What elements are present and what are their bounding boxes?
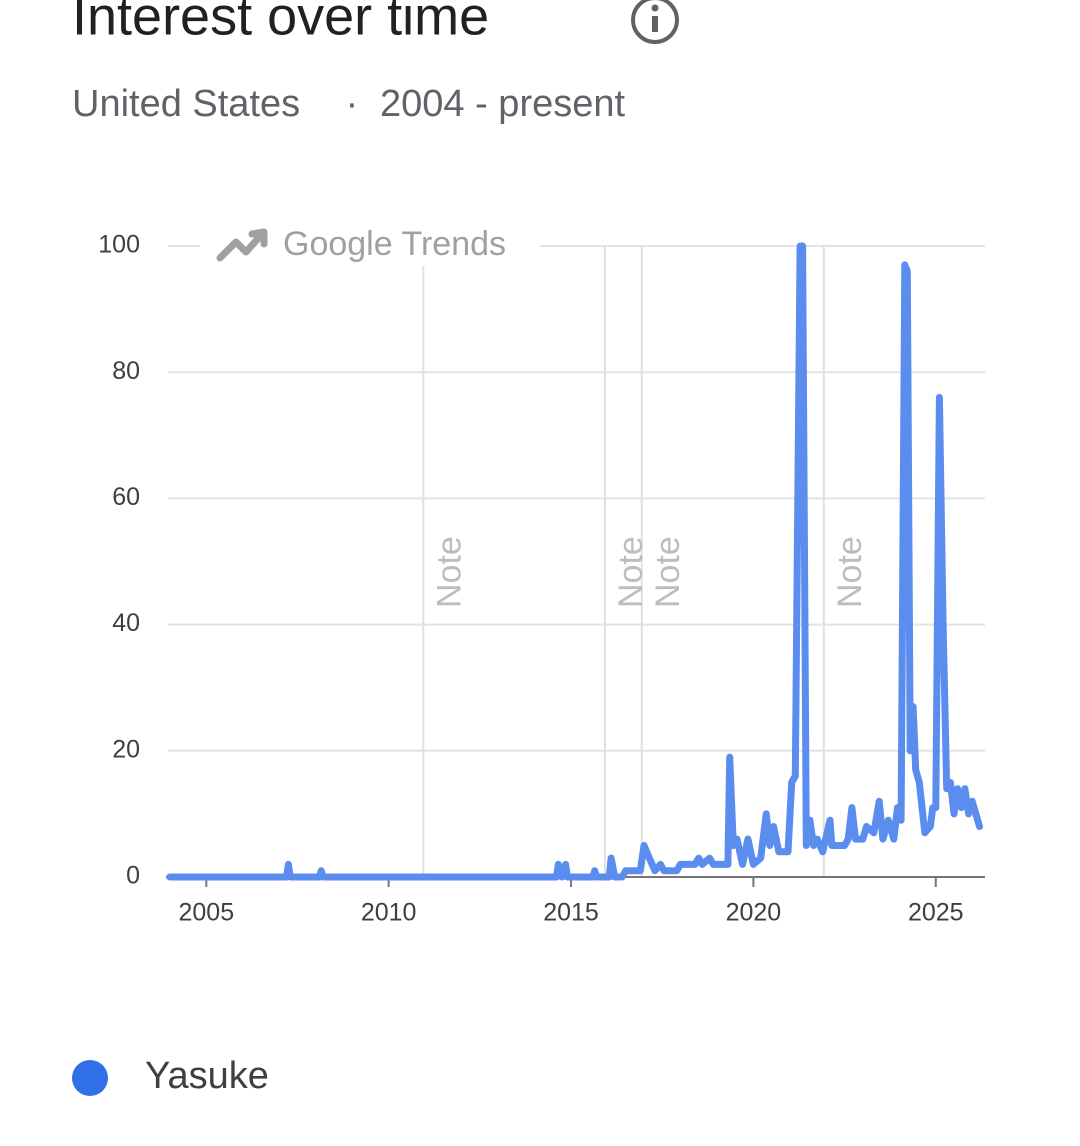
y-tick-label: 60 [112, 483, 140, 511]
y-tick-label: 0 [126, 862, 140, 890]
x-tick-label: 2005 [178, 899, 234, 927]
y-tick-label: 20 [112, 735, 140, 763]
subtitle-region: United States [72, 83, 300, 125]
subtitle-period: 2004 - present [380, 83, 625, 125]
note-label: Note [831, 536, 869, 608]
watermark: Google Trends [283, 225, 506, 263]
note-label: Note [612, 536, 650, 608]
watermark-icon [216, 228, 268, 262]
subtitle-separator: · [346, 83, 359, 125]
x-tick-label: 2020 [726, 899, 782, 927]
y-tick-label: 40 [112, 609, 140, 637]
legend-label: Yasuke [145, 1055, 269, 1097]
y-tick-label: 100 [98, 231, 140, 259]
series-line [166, 242, 983, 881]
info-icon[interactable] [631, 0, 679, 44]
chart-title: Interest over time [72, 0, 489, 46]
y-tick-label: 80 [112, 357, 140, 385]
x-tick-label: 2015 [543, 899, 599, 927]
x-tick-label: 2010 [361, 899, 417, 927]
legend-swatch [72, 1060, 108, 1096]
note-label: Note [649, 536, 687, 608]
x-tick-label: 2025 [908, 899, 964, 927]
note-label: Note [430, 536, 468, 608]
